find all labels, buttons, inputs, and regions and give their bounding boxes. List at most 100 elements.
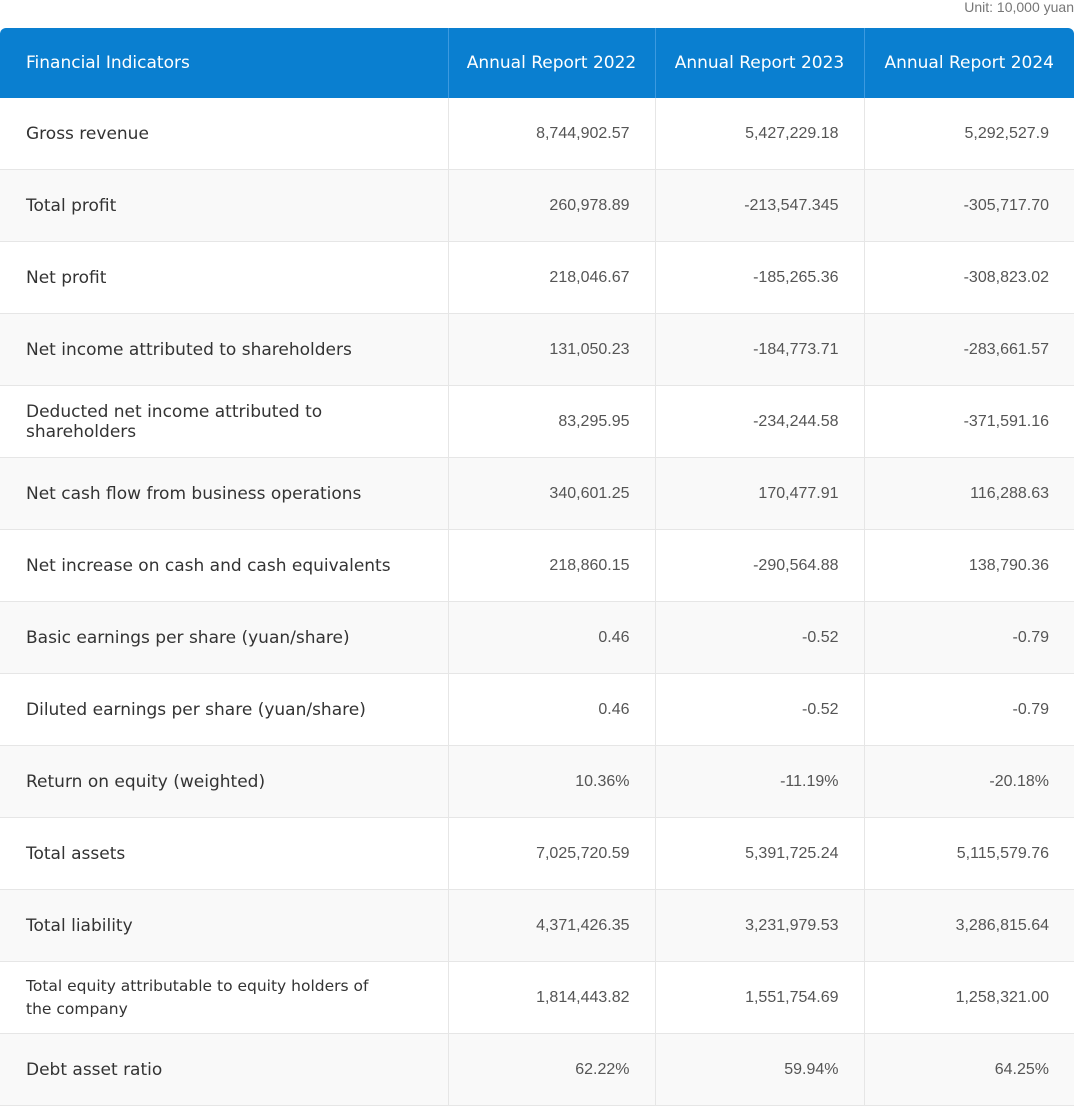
value-cell: 0.46 bbox=[447, 673, 655, 746]
table-row: Net cash flow from business operations 34… bbox=[0, 457, 1074, 530]
value-text: -234,244.58 bbox=[753, 412, 839, 430]
indicator-cell: Debt asset ratio bbox=[0, 1033, 448, 1106]
value-cell: 10.36% bbox=[447, 745, 655, 818]
value-text: 83,295.95 bbox=[558, 412, 630, 430]
value-cell: -184,773.71 bbox=[654, 313, 864, 386]
value-text: 5,427,229.18 bbox=[745, 124, 839, 142]
indicator-label: Net profit bbox=[26, 267, 107, 288]
indicator-cell: Net profit bbox=[0, 241, 448, 314]
indicator-cell: Return on equity (weighted) bbox=[0, 745, 448, 818]
indicator-label: Debt asset ratio bbox=[26, 1059, 163, 1080]
value-text: -11.19% bbox=[780, 772, 839, 790]
value-cell: 64.25% bbox=[863, 1033, 1074, 1106]
table-row: Total equity attributable to equity hold… bbox=[0, 961, 1074, 1034]
value-text: 8,744,902.57 bbox=[536, 124, 630, 142]
value-text: 1,551,754.69 bbox=[745, 988, 839, 1006]
indicator-cell: Gross revenue bbox=[0, 98, 448, 170]
value-cell: 260,978.89 bbox=[447, 169, 655, 242]
value-cell: 218,046.67 bbox=[447, 241, 655, 314]
table-row: Total assets 7,025,720.59 5,391,725.24 5,11… bbox=[0, 817, 1074, 890]
value-cell: 59.94% bbox=[654, 1033, 864, 1106]
column-header: Annual Report 2022 bbox=[447, 28, 655, 98]
value-cell: 340,601.25 bbox=[447, 457, 655, 530]
value-cell: -20.18% bbox=[863, 745, 1074, 818]
table-row: Deducted net income attributed to shareh… bbox=[0, 385, 1074, 458]
value-text: -371,591.16 bbox=[963, 412, 1049, 430]
value-text: -0.52 bbox=[802, 700, 839, 718]
table-row: Debt asset ratio 62.22% 59.94% 64.25% bbox=[0, 1033, 1074, 1106]
indicator-cell: Deducted net income attributed to shareh… bbox=[0, 385, 448, 458]
indicator-label: Total profit bbox=[26, 195, 117, 216]
value-cell: 3,286,815.64 bbox=[863, 889, 1074, 962]
value-text: 170,477.91 bbox=[758, 484, 839, 502]
value-cell: 8,744,902.57 bbox=[447, 98, 655, 170]
value-cell: 170,477.91 bbox=[654, 457, 864, 530]
value-cell: -305,717.70 bbox=[863, 169, 1074, 242]
indicator-cell: Total profit bbox=[0, 169, 448, 242]
value-text: 1,258,321.00 bbox=[955, 988, 1049, 1006]
value-text: -0.79 bbox=[1012, 628, 1049, 646]
column-header: Annual Report 2023 bbox=[654, 28, 864, 98]
value-cell: 5,292,527.9 bbox=[863, 98, 1074, 170]
indicator-cell: Net increase on cash and cash equivalent… bbox=[0, 529, 448, 602]
indicator-cell: Net income attributed to shareholders bbox=[0, 313, 448, 386]
indicator-label: Total equity attributable to equity hold… bbox=[26, 976, 369, 1018]
column-header: Annual Report 2024 bbox=[863, 28, 1074, 98]
indicator-label: Diluted earnings per share (yuan/share) bbox=[26, 699, 366, 720]
indicator-label: Net cash flow from business operations bbox=[26, 483, 362, 504]
value-text: 340,601.25 bbox=[549, 484, 630, 502]
table-row: Basic earnings per share (yuan/share) 0.4… bbox=[0, 601, 1074, 674]
value-text: -0.52 bbox=[802, 628, 839, 646]
value-text: 138,790.36 bbox=[968, 556, 1049, 574]
value-cell: -234,244.58 bbox=[654, 385, 864, 458]
table-row: Net income attributed to shareholders 131… bbox=[0, 313, 1074, 386]
table-row: Diluted earnings per share (yuan/share) 0… bbox=[0, 673, 1074, 746]
table-body: Gross revenue 8,744,902.57 5,427,229.18 5,2… bbox=[0, 98, 1074, 1106]
value-cell: 138,790.36 bbox=[863, 529, 1074, 602]
indicator-label: Gross revenue bbox=[26, 123, 149, 144]
table-row: Gross revenue 8,744,902.57 5,427,229.18 5,2… bbox=[0, 98, 1074, 170]
indicator-label: Deducted net income attributed to shareh… bbox=[26, 401, 323, 442]
indicator-cell: Diluted earnings per share (yuan/share) bbox=[0, 673, 448, 746]
value-cell: -0.79 bbox=[863, 673, 1074, 746]
indicator-label: Basic earnings per share (yuan/share) bbox=[26, 627, 350, 648]
value-text: 64.25% bbox=[994, 1060, 1049, 1078]
value-cell: -0.52 bbox=[654, 673, 864, 746]
value-cell: -185,265.36 bbox=[654, 241, 864, 314]
value-cell: 7,025,720.59 bbox=[447, 817, 655, 890]
table-row: Net increase on cash and cash equivalent… bbox=[0, 529, 1074, 602]
value-cell: -11.19% bbox=[654, 745, 864, 818]
value-cell: -0.79 bbox=[863, 601, 1074, 674]
unit-note: Unit: 10,000 yuan bbox=[964, 0, 1074, 15]
value-text: 218,046.67 bbox=[549, 268, 630, 286]
indicator-cell: Total assets bbox=[0, 817, 448, 890]
value-cell: 4,371,426.35 bbox=[447, 889, 655, 962]
value-text: -290,564.88 bbox=[753, 556, 839, 574]
value-cell: -283,661.57 bbox=[863, 313, 1074, 386]
value-text: 5,292,527.9 bbox=[964, 124, 1049, 142]
value-cell: 83,295.95 bbox=[447, 385, 655, 458]
value-cell: -213,547.345 bbox=[654, 169, 864, 242]
table-row: Total liability 4,371,426.35 3,231,979.53 3… bbox=[0, 889, 1074, 962]
value-text: 218,860.15 bbox=[549, 556, 630, 574]
value-cell: 0.46 bbox=[447, 601, 655, 674]
value-text: -305,717.70 bbox=[963, 196, 1049, 214]
value-cell: 1,258,321.00 bbox=[863, 961, 1074, 1034]
value-text: 0.46 bbox=[598, 628, 630, 646]
value-text: 131,050.23 bbox=[549, 340, 630, 358]
value-cell: -371,591.16 bbox=[863, 385, 1074, 458]
value-text: 3,286,815.64 bbox=[955, 916, 1049, 934]
indicator-cell: Total equity attributable to equity hold… bbox=[0, 961, 448, 1034]
financial-table: Financial Indicators Annual Report 2022 An… bbox=[0, 28, 1074, 1106]
header-row: Financial Indicators Annual Report 2022 An… bbox=[0, 28, 1074, 98]
value-text: 5,391,725.24 bbox=[745, 844, 839, 862]
value-cell: 218,860.15 bbox=[447, 529, 655, 602]
indicator-label: Net income attributed to shareholders bbox=[26, 339, 352, 360]
value-text: -213,547.345 bbox=[744, 196, 839, 214]
value-cell: -308,823.02 bbox=[863, 241, 1074, 314]
value-cell: 1,814,443.82 bbox=[447, 961, 655, 1034]
indicator-cell: Total liability bbox=[0, 889, 448, 962]
value-cell: 5,115,579.76 bbox=[863, 817, 1074, 890]
value-text: 3,231,979.53 bbox=[745, 916, 839, 934]
